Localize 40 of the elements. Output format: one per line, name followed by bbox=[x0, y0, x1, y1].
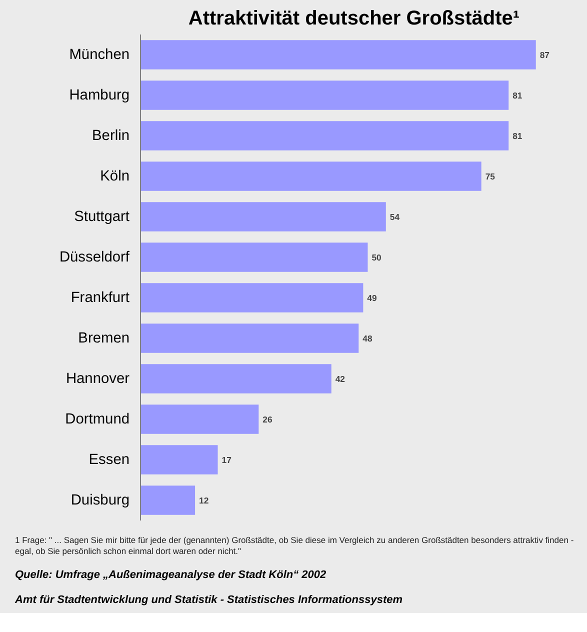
data-label: 48 bbox=[362, 333, 372, 344]
data-label: 81 bbox=[512, 130, 522, 141]
bar bbox=[140, 445, 218, 474]
data-label: 26 bbox=[262, 414, 272, 424]
data-label: 50 bbox=[372, 252, 382, 262]
bar bbox=[140, 162, 482, 191]
data-label: 49 bbox=[367, 292, 377, 303]
y-tick-label: Hamburg bbox=[69, 87, 130, 104]
y-tick-label: Berlin bbox=[92, 128, 130, 144]
bar bbox=[140, 121, 509, 150]
y-tick-label: Bremen bbox=[78, 330, 130, 346]
y-tick-label: Köln bbox=[100, 168, 130, 184]
y-tick-label: Dortmund bbox=[65, 411, 130, 428]
bar bbox=[140, 40, 536, 70]
data-label: 17 bbox=[222, 454, 232, 465]
data-label: 87 bbox=[540, 50, 550, 60]
bar bbox=[140, 486, 196, 515]
y-tick-label: Düsseldorf bbox=[59, 249, 130, 266]
chart-title: Attraktivität deutscher Großstädte¹ bbox=[188, 8, 520, 30]
data-label: 42 bbox=[335, 374, 346, 384]
y-tick-label: Essen bbox=[88, 452, 130, 468]
y-tick-label: Frankfurt bbox=[70, 290, 130, 306]
data-label: 12 bbox=[199, 495, 209, 506]
bar bbox=[140, 202, 386, 232]
bar bbox=[140, 283, 364, 312]
bar bbox=[140, 404, 259, 434]
bar bbox=[140, 364, 332, 394]
data-label: 81 bbox=[512, 90, 522, 100]
data-label: 75 bbox=[485, 171, 496, 182]
y-tick-label: Hannover bbox=[66, 370, 130, 387]
bar bbox=[140, 242, 368, 272]
bar bbox=[140, 324, 359, 353]
text: Amt für Stadtentwicklung und Statistik - Statistisches Informationssystem bbox=[15, 592, 403, 608]
y-tick-label: Stuttgart bbox=[74, 208, 130, 225]
y-tick-label: München bbox=[69, 46, 130, 63]
data-label: 54 bbox=[390, 212, 400, 222]
y-tick-label: Duisburg bbox=[70, 492, 130, 508]
text: 1 Frage: " ... Sagen Sie mir bitte für jede der (genannten) Großstädte, ob Sie diese im Vergleich zu anderen Großstädten besonders attraktiv finden - egal, ob Sie persönlich schon einmal dort waren oder nicht." bbox=[15, 535, 575, 558]
source-note: Quelle: Umfrage „Außenimageanalyse der Stadt Köln“ 2002 bbox=[15, 568, 326, 583]
bar bbox=[140, 80, 509, 110]
